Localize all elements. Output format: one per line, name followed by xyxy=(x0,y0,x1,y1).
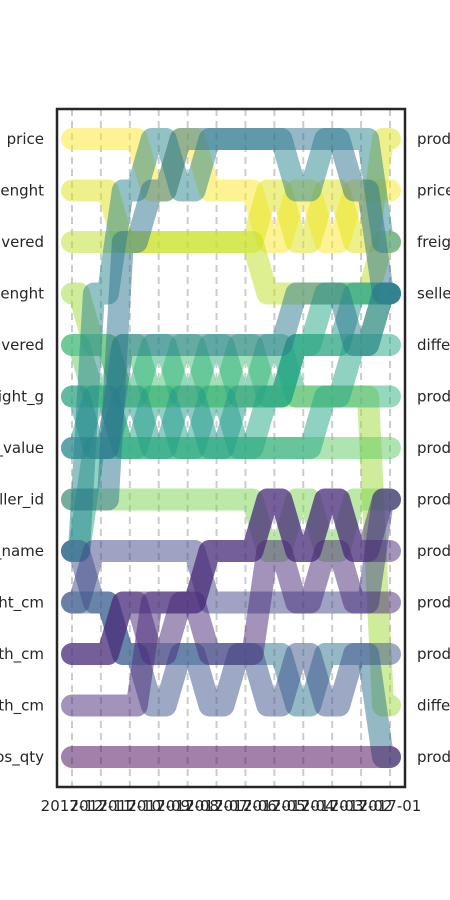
left-label: ght_cm xyxy=(0,594,44,613)
x-tick-label: 2017-04 xyxy=(272,797,335,815)
right-label: prod xyxy=(417,645,450,663)
right-label: prod xyxy=(417,594,450,612)
series-line xyxy=(61,540,401,717)
right-label: prod xyxy=(417,491,450,509)
x-tick-label: 2017-11 xyxy=(70,797,133,815)
left-label: ivered xyxy=(0,336,44,354)
x-tick-label: 2017-02 xyxy=(330,797,393,815)
x-tick-label: 2017-07 xyxy=(185,797,248,815)
left-label: os_qty xyxy=(0,748,44,767)
x-tick-label: 2017-10 xyxy=(98,797,161,815)
right-label: prod xyxy=(417,748,450,766)
series-line xyxy=(61,128,401,511)
left-label: lenght xyxy=(0,182,44,200)
x-tick-label: 2017-01 xyxy=(359,797,422,815)
plot-frame xyxy=(55,107,407,789)
x-tick-label: 2017-05 xyxy=(243,797,306,815)
right-label: freigh xyxy=(417,233,450,251)
left-label: ight_g xyxy=(0,388,44,407)
x-tick-label: 2017-12 xyxy=(41,797,104,815)
left-label: th_cm xyxy=(0,697,44,716)
x-tick-labels: 2017-122017-112017-102017-092017-082017-… xyxy=(41,797,422,815)
x-tick-label: 2017-09 xyxy=(127,797,190,815)
x-tick-label: 2017-06 xyxy=(214,797,277,815)
right-label: prod xyxy=(417,388,450,406)
left-label: ivered xyxy=(0,233,44,251)
series-lines xyxy=(61,128,401,768)
left-label: _value xyxy=(0,439,44,458)
right-label: differ xyxy=(417,697,450,715)
x-tick-label: 2017-08 xyxy=(156,797,219,815)
right-label: selle xyxy=(417,285,450,303)
right-label: price xyxy=(417,182,450,200)
series-line xyxy=(61,488,401,665)
right-label: prod xyxy=(417,130,450,148)
x-tick-label: 2017-03 xyxy=(301,797,364,815)
right-labels: prod price freigh selle differ prod prod prod pr… xyxy=(417,130,450,766)
right-label: prod xyxy=(417,439,450,457)
series-line xyxy=(61,488,401,614)
left-label: ller_id xyxy=(0,491,44,510)
left-labels: price lenght ivered lenght ivered ight_g _valu… xyxy=(0,130,44,767)
right-label: differ xyxy=(417,336,450,354)
left-label: lenght xyxy=(0,285,44,303)
right-label: prod xyxy=(417,542,450,560)
left-label: _name xyxy=(0,542,44,561)
left-label: th_cm xyxy=(0,645,44,664)
left-label: price xyxy=(7,130,44,148)
